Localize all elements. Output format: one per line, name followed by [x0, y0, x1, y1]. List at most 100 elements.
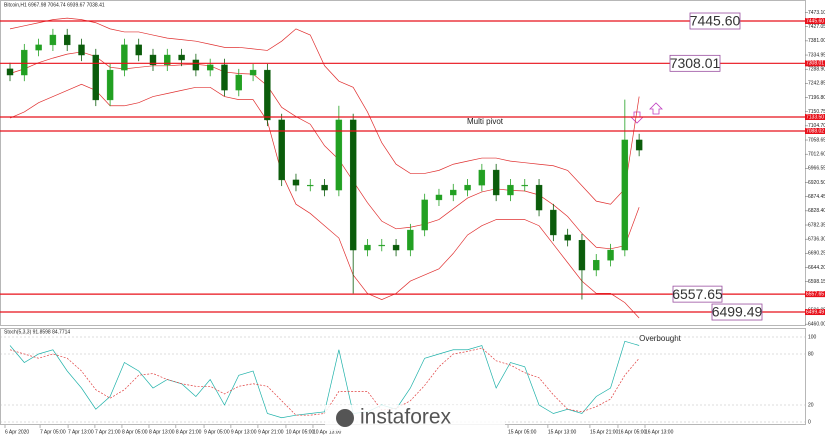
candle-body [149, 54, 157, 66]
candle-body [321, 184, 328, 191]
y-tick-label: 7473.10 [808, 10, 825, 16]
level-badge [805, 114, 825, 121]
candle-body [35, 44, 42, 51]
candle-body [106, 69, 114, 101]
x-tick-label: 8 Apr 13:00 [149, 429, 175, 435]
level-badge [805, 60, 825, 67]
level-badge [805, 291, 825, 298]
y-tick-label: 6690.25 [808, 251, 825, 257]
candle-body [421, 199, 428, 231]
stoch-main [9, 340, 640, 419]
candle-body [635, 139, 643, 151]
y-tick-label: 6920.50 [808, 180, 825, 186]
x-tick-label: 16 Apr 13:00 [645, 429, 674, 435]
candle-body [278, 119, 285, 181]
level-box [689, 12, 741, 30]
candle-body [135, 44, 142, 56]
y-tick-label: 6460.00 [808, 321, 825, 327]
x-tick-label: 15 Apr 21:00 [590, 429, 619, 435]
x-tick-label: 7 Apr 21:00 [95, 429, 121, 435]
level-badge-label: 6499.49 [806, 309, 824, 315]
chart-title: Bitcoin,H1 6967.98 7064.74 6939.67 7038.… [4, 2, 105, 8]
candle-body [478, 169, 486, 186]
level-badge [805, 127, 825, 134]
price-panel [0, 0, 806, 326]
level-box [669, 54, 721, 72]
level-badge-label: 6557.65 [806, 291, 824, 297]
candle-body [49, 34, 57, 46]
candle-body [593, 259, 600, 271]
annotation: Multi pivot [467, 117, 504, 126]
candle-body [535, 184, 543, 211]
y-tick-label: 6782.35 [808, 222, 825, 228]
level-box [711, 303, 763, 321]
candle-body [607, 249, 614, 261]
y-tick-label: 7334.95 [808, 52, 825, 58]
candle-body [164, 54, 171, 66]
candle-body [121, 44, 128, 71]
level-label: 7308.01 [670, 55, 721, 71]
annotation: Overbought [639, 334, 682, 343]
y-tick-label: 7427.05 [808, 24, 825, 30]
level-badge-label: 7088.02 [806, 128, 824, 134]
y-tick-label: 6874.45 [808, 194, 825, 200]
stoch-tick-label: 80 [808, 351, 814, 357]
level-label: 6557.65 [672, 286, 723, 302]
level-box [672, 285, 723, 303]
stoch-tick-label: 100 [808, 334, 817, 340]
y-tick-label: 6644.20 [808, 265, 825, 271]
x-tick-label: 9 Apr 13:00 [231, 429, 257, 435]
candle-body [435, 194, 443, 201]
candle-body [521, 184, 528, 187]
candle-body [92, 54, 99, 101]
x-tick-label: 10 Apr 13:00 [313, 429, 342, 435]
candle-body [206, 64, 214, 71]
watermark-bg [325, 405, 505, 431]
y-tick-label: 7104.70 [808, 123, 825, 129]
x-tick-label: 9 Apr 21:00 [258, 429, 284, 435]
stoch-tick-label: 0 [808, 419, 811, 425]
candle-body [335, 119, 343, 191]
candle-body [578, 239, 586, 271]
y-tick-label: 6828.40 [808, 208, 825, 214]
level-badge-label: 7133.50 [806, 114, 824, 120]
y-tick-label: 7288.90 [808, 67, 825, 73]
candle-body [178, 54, 185, 61]
candle-body [249, 69, 257, 76]
candle-body [378, 244, 385, 247]
y-tick-label: 7150.75 [808, 109, 825, 115]
watermark-logo [336, 409, 354, 427]
stoch-tick-label: 20 [808, 402, 814, 408]
bollinger-band [9, 51, 640, 250]
level-badge-label: 7308.01 [806, 61, 824, 67]
y-tick-label: 7058.65 [808, 137, 825, 143]
candle-body [464, 184, 471, 191]
bollinger-band [9, 83, 640, 319]
x-tick-label: 16 Apr 05:00 [618, 429, 647, 435]
candle-body [364, 244, 371, 251]
candle-body [407, 229, 414, 251]
level-badge [805, 309, 825, 316]
candle-body [264, 69, 271, 121]
level-label: 7445.60 [690, 13, 741, 29]
bollinger-band [9, 17, 640, 205]
candle-body [21, 49, 28, 76]
candle-body [349, 119, 357, 251]
level-badge [805, 18, 825, 25]
candle-body [392, 244, 400, 251]
candle-body [564, 234, 571, 241]
level-badge-label: 7445.60 [806, 18, 824, 24]
x-tick-label: 7 Apr 05:00 [40, 429, 66, 435]
candle-body [507, 184, 514, 196]
candle-body [550, 209, 557, 236]
watermark: instaforex [360, 406, 452, 429]
candle-body [221, 64, 228, 91]
candle-body [192, 59, 200, 71]
candle-body [235, 74, 242, 91]
y-tick-label: 6966.55 [808, 166, 825, 172]
candle-body [307, 184, 314, 187]
y-tick-label: 7242.85 [808, 81, 825, 87]
candle-body [492, 169, 500, 196]
x-tick-label: 8 Apr 21:00 [176, 429, 202, 435]
